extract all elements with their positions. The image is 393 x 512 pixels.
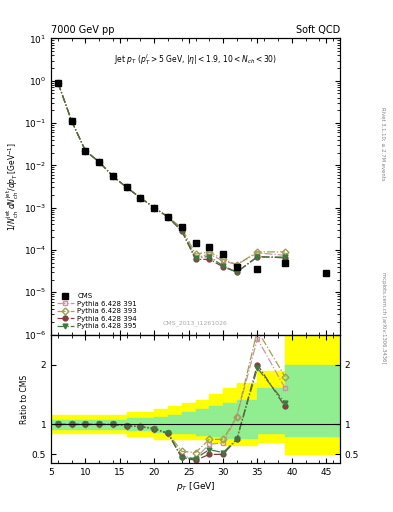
Pythia 6.428 391 — [97, 159, 101, 165]
Pythia 6.428 391 — [255, 250, 260, 256]
Pythia 6.428 391 — [152, 205, 156, 211]
Pythia 6.428 393 — [166, 214, 171, 220]
CMS — [97, 159, 101, 165]
Pythia 6.428 394 — [235, 269, 239, 275]
Pythia 6.428 393 — [97, 159, 101, 165]
Pythia 6.428 394 — [56, 79, 61, 86]
Pythia 6.428 393 — [235, 262, 239, 268]
Pythia 6.428 391 — [283, 252, 287, 259]
CMS — [166, 214, 171, 220]
Text: 7000 GeV pp: 7000 GeV pp — [51, 25, 115, 35]
CMS — [69, 118, 74, 124]
Pythia 6.428 391 — [193, 255, 198, 261]
Pythia 6.428 395 — [221, 263, 226, 269]
Pythia 6.428 394 — [179, 228, 184, 234]
Pythia 6.428 395 — [179, 228, 184, 234]
Pythia 6.428 393 — [152, 205, 156, 211]
CMS — [255, 266, 260, 272]
CMS — [56, 79, 61, 86]
Line: Pythia 6.428 391: Pythia 6.428 391 — [55, 80, 287, 267]
Pythia 6.428 394 — [152, 205, 156, 211]
Pythia 6.428 393 — [111, 173, 116, 179]
Pythia 6.428 393 — [138, 195, 143, 201]
Pythia 6.428 391 — [221, 258, 226, 264]
Pythia 6.428 395 — [83, 148, 88, 154]
Pythia 6.428 394 — [138, 195, 143, 201]
Pythia 6.428 394 — [283, 255, 287, 261]
Pythia 6.428 395 — [166, 214, 171, 220]
Pythia 6.428 394 — [193, 257, 198, 263]
Pythia 6.428 393 — [255, 249, 260, 255]
Pythia 6.428 391 — [235, 262, 239, 268]
Pythia 6.428 395 — [235, 269, 239, 275]
Pythia 6.428 394 — [111, 173, 116, 179]
Text: Jet $p_T$ ($p_T^l>5$ GeV, $|\eta|<1.9$, $10<N_{ch}<30$): Jet $p_T$ ($p_T^l>5$ GeV, $|\eta|<1.9$, … — [114, 52, 277, 67]
Legend: CMS, Pythia 6.428 391, Pythia 6.428 393, Pythia 6.428 394, Pythia 6.428 395: CMS, Pythia 6.428 391, Pythia 6.428 393,… — [55, 291, 139, 331]
Pythia 6.428 393 — [179, 225, 184, 231]
CMS — [179, 224, 184, 230]
Pythia 6.428 391 — [207, 251, 212, 257]
Pythia 6.428 395 — [56, 79, 61, 86]
Pythia 6.428 391 — [138, 195, 143, 201]
CMS — [83, 148, 88, 154]
Pythia 6.428 395 — [69, 118, 74, 124]
X-axis label: $p_T$ [GeV]: $p_T$ [GeV] — [176, 480, 215, 493]
Pythia 6.428 394 — [255, 253, 260, 260]
CMS — [111, 173, 116, 179]
Line: CMS: CMS — [55, 79, 329, 276]
Text: CMS_2013_I1261026: CMS_2013_I1261026 — [163, 320, 228, 326]
Pythia 6.428 391 — [69, 118, 74, 124]
Pythia 6.428 395 — [207, 253, 212, 260]
Pythia 6.428 394 — [221, 264, 226, 270]
Pythia 6.428 395 — [152, 205, 156, 211]
Pythia 6.428 395 — [283, 254, 287, 260]
Y-axis label: $1/N_\mathsf{ch}^\mathsf{jet}\,dN_\mathsf{ch}^\mathsf{jet}/dp_T\,[\mathsf{GeV}^{: $1/N_\mathsf{ch}^\mathsf{jet}\,dN_\maths… — [5, 142, 21, 231]
CMS — [152, 205, 156, 211]
Pythia 6.428 391 — [125, 184, 129, 190]
Pythia 6.428 393 — [56, 79, 61, 86]
Pythia 6.428 393 — [193, 251, 198, 257]
Pythia 6.428 393 — [69, 118, 74, 124]
Pythia 6.428 393 — [221, 257, 226, 263]
Line: Pythia 6.428 393: Pythia 6.428 393 — [55, 80, 287, 267]
Pythia 6.428 394 — [69, 118, 74, 124]
Pythia 6.428 395 — [111, 173, 116, 179]
Pythia 6.428 391 — [83, 148, 88, 154]
CMS — [125, 184, 129, 190]
Pythia 6.428 394 — [125, 184, 129, 190]
Pythia 6.428 391 — [166, 214, 171, 220]
Pythia 6.428 394 — [97, 159, 101, 165]
CMS — [235, 264, 239, 270]
CMS — [221, 251, 226, 257]
CMS — [138, 195, 143, 201]
CMS — [283, 260, 287, 266]
CMS — [193, 240, 198, 246]
Pythia 6.428 395 — [255, 254, 260, 260]
Text: mcplots.cern.ch [arXiv:1306.3436]: mcplots.cern.ch [arXiv:1306.3436] — [381, 272, 386, 363]
Pythia 6.428 391 — [179, 225, 184, 231]
Y-axis label: Ratio to CMS: Ratio to CMS — [20, 374, 29, 423]
Pythia 6.428 394 — [166, 214, 171, 220]
Pythia 6.428 393 — [125, 184, 129, 190]
Pythia 6.428 391 — [56, 79, 61, 86]
Pythia 6.428 394 — [83, 148, 88, 154]
CMS — [207, 244, 212, 250]
Line: Pythia 6.428 394: Pythia 6.428 394 — [55, 80, 287, 274]
Text: Rivet 3.1.10; ≥ 2.7M events: Rivet 3.1.10; ≥ 2.7M events — [381, 106, 386, 180]
Line: Pythia 6.428 395: Pythia 6.428 395 — [55, 80, 287, 274]
Pythia 6.428 394 — [207, 257, 212, 263]
Pythia 6.428 393 — [83, 148, 88, 154]
CMS — [324, 270, 329, 276]
Pythia 6.428 395 — [125, 184, 129, 190]
Pythia 6.428 395 — [193, 255, 198, 261]
Text: Soft QCD: Soft QCD — [296, 25, 340, 35]
Pythia 6.428 393 — [207, 249, 212, 255]
Pythia 6.428 395 — [97, 159, 101, 165]
Pythia 6.428 393 — [283, 249, 287, 255]
Pythia 6.428 395 — [138, 195, 143, 201]
Pythia 6.428 391 — [111, 173, 116, 179]
